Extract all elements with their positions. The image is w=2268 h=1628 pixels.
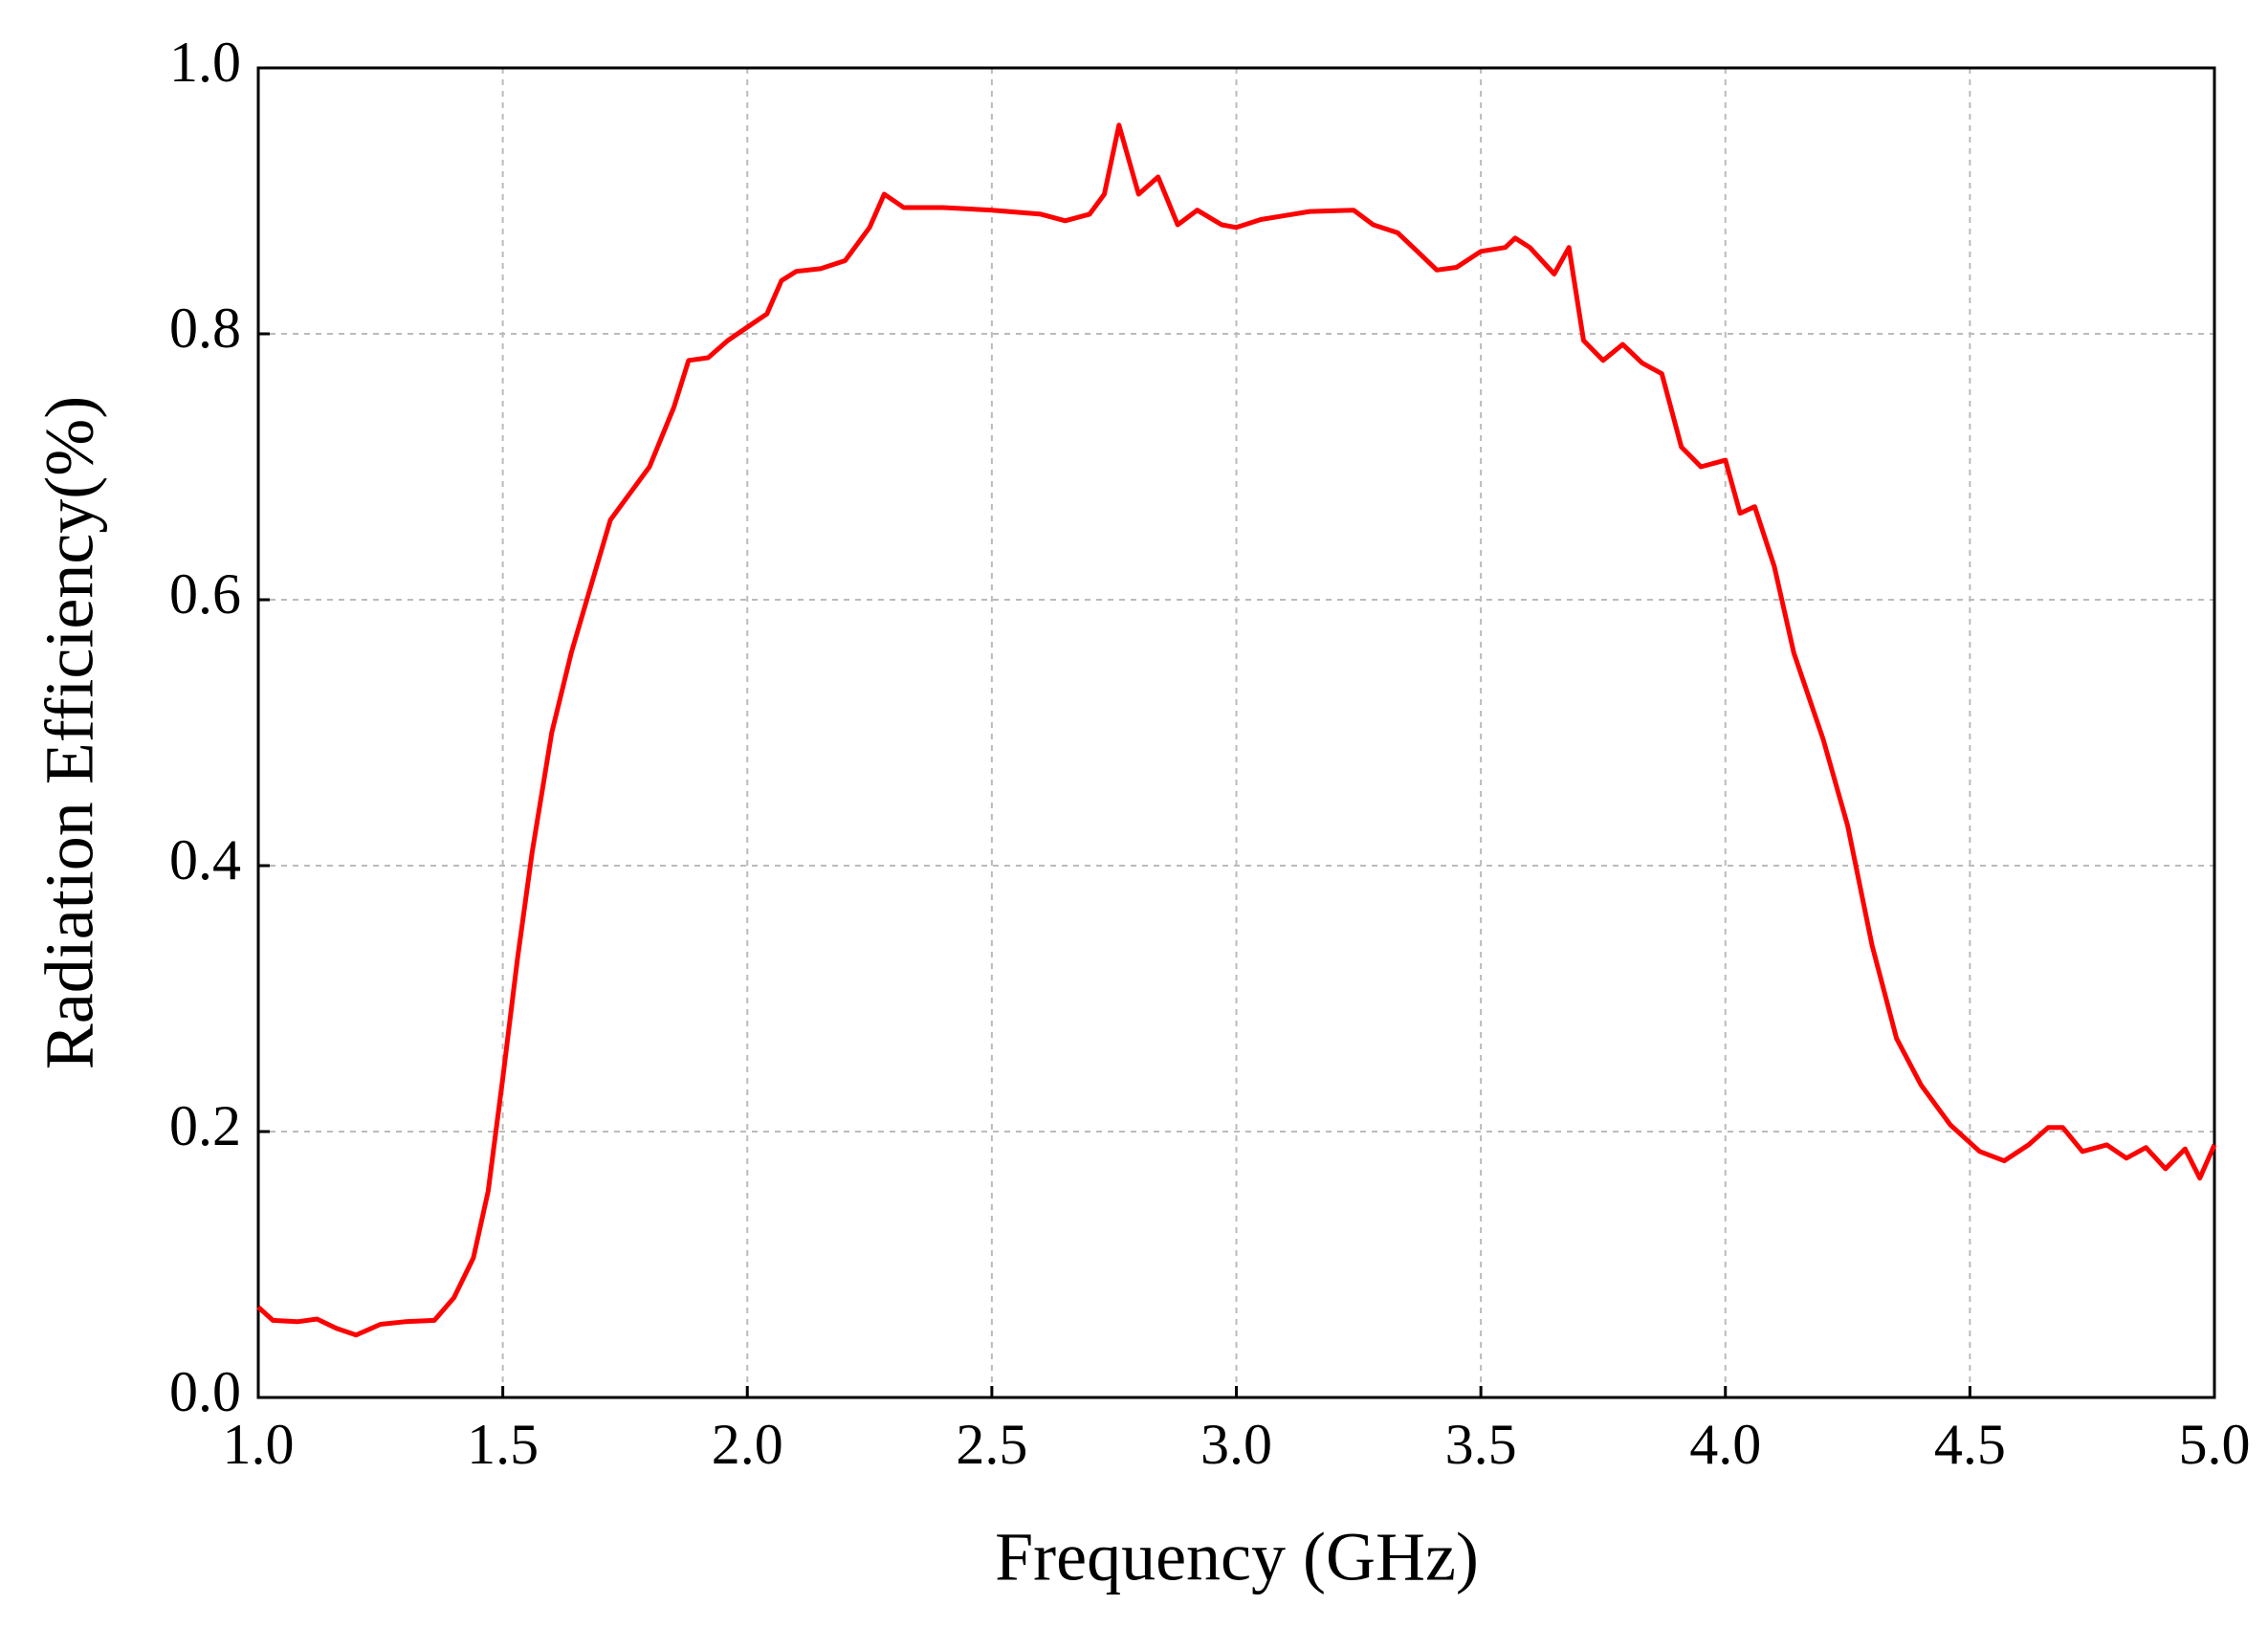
x-tick-label: 5.0 <box>2179 1413 2251 1476</box>
x-tick-label: 4.0 <box>1689 1413 1761 1476</box>
y-tick-label: 0.6 <box>169 562 241 626</box>
x-tick-label: 1.0 <box>223 1413 295 1476</box>
x-axis-label: Frequency (GHz) <box>995 1519 1479 1595</box>
y-tick-label: 0.4 <box>169 828 241 891</box>
x-tick-label: 2.5 <box>956 1413 1027 1476</box>
x-tick-label: 3.0 <box>1200 1413 1272 1476</box>
x-tick-label: 1.5 <box>467 1413 539 1476</box>
x-tick-label: 4.5 <box>1934 1413 2006 1476</box>
y-tick-label: 0.0 <box>169 1360 241 1423</box>
y-axis-label: Radiation Efficiency(%) <box>32 396 108 1069</box>
x-tick-label: 3.5 <box>1445 1413 1517 1476</box>
x-tick-label: 2.0 <box>712 1413 783 1476</box>
data-line <box>256 122 2217 1338</box>
y-tick-label: 0.8 <box>169 297 241 360</box>
plot-frame <box>256 66 2216 1399</box>
y-tick-label: 1.0 <box>169 31 241 94</box>
y-tick-label: 0.2 <box>169 1094 241 1157</box>
